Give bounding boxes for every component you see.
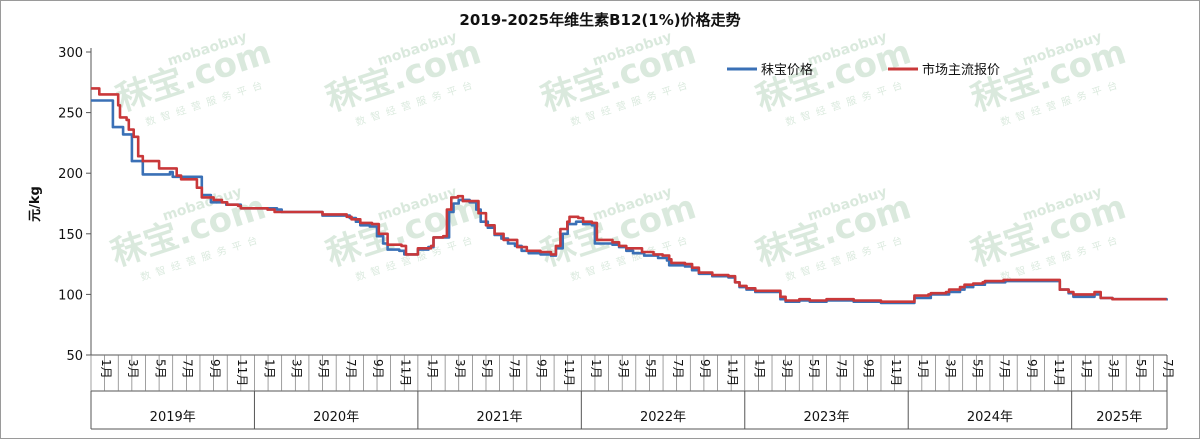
x-month-label: 9月: [535, 359, 549, 379]
x-month-label: 7月: [671, 359, 685, 379]
x-month-label: 1月: [1079, 359, 1093, 379]
x-year-label: 2023年: [803, 410, 849, 425]
x-month-label: 7月: [181, 359, 195, 379]
x-month-label: 5月: [153, 359, 167, 379]
x-month-label: 11月: [1052, 359, 1066, 386]
x-month-label: 5月: [1134, 359, 1148, 379]
x-month-label: 3月: [616, 359, 630, 379]
legend-label-1: 秣宝价格: [761, 62, 813, 78]
x-month-label: 3月: [289, 359, 303, 379]
y-tick-label: 50: [66, 349, 83, 364]
y-tick-label: 150: [58, 228, 83, 243]
x-month-label: 3月: [453, 359, 467, 379]
y-tick-label: 250: [58, 107, 83, 122]
x-month-label: 3月: [1107, 359, 1121, 379]
x-month-label: 11月: [235, 359, 249, 386]
x-month-label: 7月: [507, 359, 521, 379]
y-tick-label: 100: [58, 288, 83, 303]
x-year-label: 2024年: [967, 410, 1013, 425]
series-lines: [91, 87, 1168, 305]
x-year-label: 2021年: [477, 410, 523, 425]
x-month-label: 9月: [862, 359, 876, 379]
x-month-label: 11月: [562, 359, 576, 386]
legend: 秣宝价格 市场主流报价: [727, 62, 1000, 78]
x-month-label: 7月: [998, 359, 1012, 379]
x-month-label: 7月: [344, 359, 358, 379]
x-year-label: 2025年: [1096, 410, 1142, 425]
series-line-2: [91, 87, 1167, 304]
x-month-label: 9月: [371, 359, 385, 379]
x-month-label: 11月: [398, 359, 412, 386]
x-month-label: 11月: [889, 359, 903, 386]
x-month-label: 1月: [262, 359, 276, 379]
x-month-label: 5月: [971, 359, 985, 379]
x-month-label: 3月: [780, 359, 794, 379]
x-month-label: 7月: [834, 359, 848, 379]
x-month-label: 5月: [807, 359, 821, 379]
x-month-label: 1月: [99, 359, 113, 379]
x-month-label: 11月: [725, 359, 739, 386]
x-year-label: 2020年: [313, 410, 359, 425]
y-axis-label: 元/kg: [28, 186, 43, 222]
x-month-label: 1月: [426, 359, 440, 379]
y-tick-label: 200: [58, 167, 83, 182]
legend-label-2: 市场主流报价: [922, 62, 1000, 78]
x-month-label: 5月: [317, 359, 331, 379]
x-month-label: 3月: [943, 359, 957, 379]
x-axis: 1月 3月 5月 7月 9月 11月 1月 3月 5月 7月 9月 11月 1月 3月 5月 7月 9月 11月 1…: [90, 354, 1175, 430]
x-month-label: 7月: [1161, 359, 1175, 379]
x-month-label: 3月: [126, 359, 140, 379]
y-axis: 50 100 150 200 250 300: [58, 46, 92, 364]
x-year-label: 2022年: [640, 410, 686, 425]
x-month-label: 1月: [753, 359, 767, 379]
chart-title: 2019-2025年维生素B12(1%)价格走势: [459, 11, 740, 29]
x-month-label: 9月: [208, 359, 222, 379]
x-month-label: 1月: [589, 359, 603, 379]
x-month-label: 5月: [644, 359, 658, 379]
x-month-label: 9月: [698, 359, 712, 379]
x-month-label: 5月: [480, 359, 494, 379]
x-month-label: 9月: [1025, 359, 1039, 379]
x-month-label: 1月: [916, 359, 930, 379]
y-tick-label: 300: [58, 46, 83, 61]
x-year-label: 2019年: [150, 410, 196, 425]
